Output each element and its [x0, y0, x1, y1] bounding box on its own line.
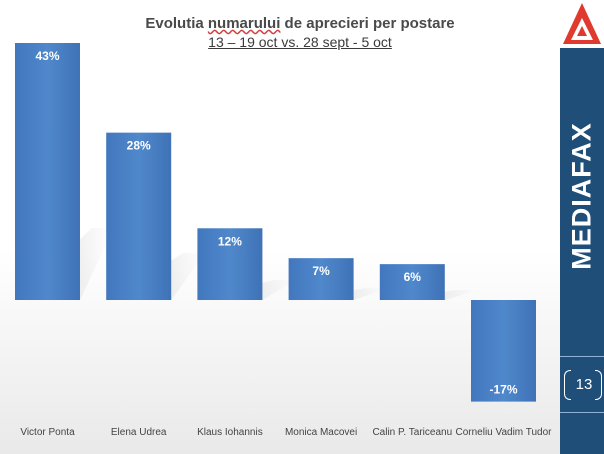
chart-subtitle: 13 – 19 oct vs. 28 sept - 5 oct [208, 34, 392, 50]
bar [379, 264, 445, 300]
category-label: Klaus Iohannis [197, 427, 263, 438]
data-label: 7% [312, 264, 330, 278]
sidebar [560, 48, 604, 454]
sidebar-divider [560, 356, 604, 357]
bar [106, 132, 172, 300]
brand-name: MEDIAFAX [566, 122, 597, 270]
title-part-underlined: numarului [207, 15, 281, 32]
bars-group: 43% 28% 12% 7% 6% -17% [15, 43, 536, 402]
sidebar-divider [560, 412, 604, 413]
category-label: Calin P. Tariceanu [372, 427, 452, 438]
page-number: 13 [564, 368, 604, 402]
bar [15, 43, 80, 300]
bar [197, 228, 263, 300]
category-labels: Victor Ponta Elena Udrea Klaus Iohannis Mon… [20, 427, 552, 438]
title-part: Evolutia [145, 15, 208, 32]
category-label: Corneliu Vadim Tudor [456, 427, 553, 438]
title-part: de aprecieri per postare [280, 15, 455, 32]
bracket-right [595, 370, 602, 400]
bar-chart: 43% 28% 12% 7% 6% -17% Victor Ponta Elena Udre… [15, 43, 552, 438]
data-label: 12% [218, 234, 242, 248]
bar [471, 300, 536, 402]
category-label: Victor Ponta [20, 427, 75, 438]
logo [560, 0, 604, 48]
mediafax-logo-icon [563, 3, 601, 44]
category-label: Elena Udrea [111, 427, 167, 438]
bracket-left [564, 370, 571, 400]
data-label: 28% [127, 139, 151, 153]
category-label: Monica Macovei [285, 427, 357, 438]
data-label: -17% [489, 383, 517, 397]
data-label: 6% [404, 270, 422, 284]
chart-title: Evolutia numarului de aprecieri per post… [0, 14, 600, 33]
bar [288, 258, 354, 300]
page-number-text: 13 [575, 376, 593, 393]
data-label: 43% [35, 49, 59, 63]
